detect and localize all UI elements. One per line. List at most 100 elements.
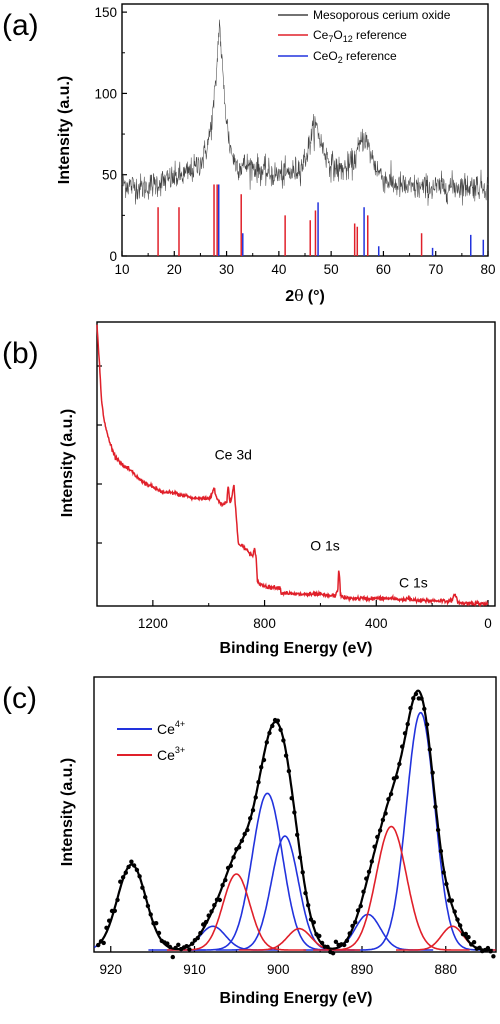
data-point	[198, 930, 203, 936]
legend-label-ce3: Ce3+	[157, 745, 185, 763]
data-point	[123, 870, 128, 875]
data-point	[413, 691, 419, 697]
ce4-component	[347, 711, 495, 951]
legend-c: Ce4+ Ce3+	[117, 719, 185, 763]
data-point	[408, 705, 413, 711]
data-point	[165, 941, 170, 946]
data-point	[435, 827, 441, 833]
xlabel-a-prefix: 2	[285, 288, 294, 305]
data-point	[369, 859, 374, 864]
data-point	[148, 912, 153, 917]
data-point	[300, 870, 305, 875]
data-point	[134, 867, 140, 873]
data-point	[154, 921, 159, 926]
data-point	[176, 942, 181, 947]
chart-panel-a: 10 20 30 40 50 60 70 80 0 50 100 150 Intensity (a.u…	[56, 3, 496, 305]
data-point	[342, 942, 347, 948]
y-tick-label-a: 0	[109, 249, 117, 264]
data-point	[209, 909, 214, 914]
xrd-pattern	[121, 19, 489, 206]
data-point	[256, 780, 261, 785]
x-tick-label-a: 80	[480, 262, 495, 277]
data-point	[253, 795, 258, 800]
data-point	[120, 875, 126, 880]
data-point	[402, 731, 408, 736]
data-point	[383, 811, 388, 816]
data-point	[430, 770, 435, 775]
ylabel-b: Intensity (a.u.)	[59, 409, 76, 517]
data-point	[297, 855, 303, 860]
legend-ceo2-base: CeO	[313, 49, 338, 63]
legend-ce4-sup: 4+	[175, 719, 185, 729]
xrd-line	[121, 19, 489, 206]
ylabel-a: Intensity (a.u.)	[56, 76, 73, 184]
peak-label: Ce 3d	[215, 446, 252, 462]
chart-panel-b: 1200 800 400 0 Ce 3d O 1s C 1s Intensity (a.u…	[59, 321, 496, 657]
data-point	[366, 869, 372, 874]
data-point	[131, 863, 137, 868]
data-point	[306, 903, 311, 908]
data-point	[107, 918, 112, 923]
data-point	[361, 889, 366, 894]
data-point	[477, 945, 482, 950]
ce3-component	[313, 825, 470, 951]
data-point	[397, 761, 402, 767]
data-point	[422, 706, 427, 712]
data-point	[353, 920, 358, 925]
panel-label-c: (c)	[2, 682, 37, 715]
survey-line	[96, 324, 489, 608]
x-tick-label-a: 70	[428, 262, 443, 277]
data-point	[355, 908, 361, 913]
legend-ce7o12-base: Ce	[313, 28, 329, 42]
plot-frame-c	[93, 676, 497, 953]
data-point	[129, 859, 134, 864]
data-point	[220, 883, 225, 888]
data-point	[283, 753, 289, 758]
data-point	[104, 925, 109, 930]
data-point	[203, 919, 209, 925]
panel-label-a: (a)	[2, 9, 39, 42]
data-point	[427, 747, 432, 752]
legend-label-ce4: Ce4+	[157, 719, 185, 737]
legend-a: Mesoporous cerium oxide Ce7O12 reference…	[278, 8, 451, 65]
data-point	[115, 897, 120, 903]
data-point	[184, 944, 189, 949]
x-tick-label-a: 40	[271, 262, 286, 277]
legend-ce4-base: Ce	[157, 721, 175, 737]
data-point	[223, 877, 228, 883]
data-point	[295, 832, 300, 837]
data-point	[411, 696, 416, 701]
data-point	[438, 848, 444, 854]
data-point	[463, 931, 468, 937]
data-point	[143, 894, 148, 900]
y-tick-label-a: 100	[94, 86, 117, 101]
x-tick-label-a: 50	[324, 262, 339, 277]
panel-label-b: (b)	[2, 337, 39, 370]
data-point	[231, 855, 236, 860]
data-point	[292, 810, 297, 815]
peak-annotations-b: Ce 3d O 1s C 1s	[215, 446, 428, 590]
data-point	[248, 816, 253, 821]
data-point	[267, 730, 272, 736]
x-tick-label-c: 920	[99, 962, 122, 977]
x-tick-label-c: 910	[183, 962, 206, 977]
data-point	[228, 863, 233, 868]
data-point	[217, 897, 222, 903]
data-point	[325, 944, 330, 950]
data-point	[452, 909, 457, 914]
data-point	[112, 908, 118, 913]
chart-panel-c: 920 910 900 890 880 Intensity (a.u.) Binding…	[59, 676, 497, 1007]
xlabel-a-unit: (°)	[308, 288, 325, 305]
data-point	[236, 845, 242, 850]
data-point	[375, 834, 380, 840]
data-point	[242, 831, 247, 837]
data-point	[195, 935, 200, 941]
data-point	[281, 738, 286, 743]
x-tick-label-a: 60	[376, 262, 391, 277]
data-point	[245, 827, 250, 833]
data-point	[433, 804, 438, 809]
xlabel-a-theta: θ	[294, 286, 304, 305]
data-point	[444, 881, 449, 887]
data-point	[286, 768, 292, 774]
data-point	[317, 933, 322, 939]
